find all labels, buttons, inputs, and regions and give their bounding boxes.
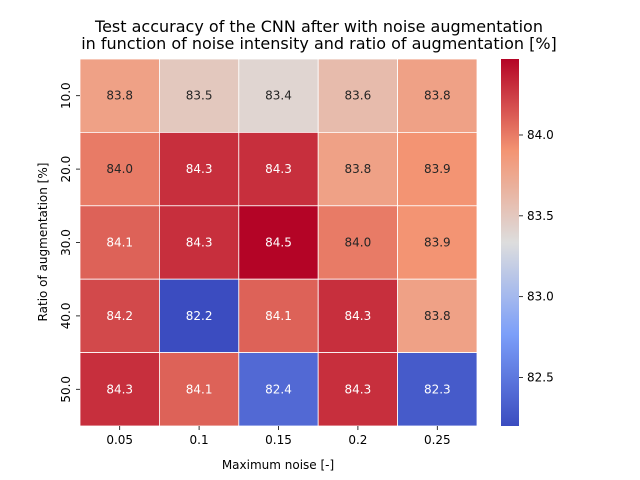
heatmap-cell — [397, 352, 478, 427]
heatmap-cell — [158, 205, 240, 280]
heatmap-cell — [79, 131, 160, 207]
cell-value-label: 84.3 — [345, 309, 372, 323]
cell-value-label: 83.8 — [106, 89, 133, 103]
heatmap-cell — [397, 58, 478, 133]
heatmap-cell — [317, 352, 399, 427]
y-tick-label: 20.0 — [59, 156, 73, 183]
cell-value-label: 84.3 — [265, 162, 292, 176]
heatmap-cell — [317, 205, 399, 280]
y-tick-label: 50.0 — [59, 376, 73, 403]
y-tick-label: 10.0 — [59, 82, 73, 109]
x-tick-label: 0.2 — [348, 433, 367, 447]
x-axis-label: Maximum noise [-] — [222, 458, 334, 472]
cell-value-label: 83.9 — [424, 162, 451, 176]
heatmap-cell — [238, 205, 319, 280]
x-tick-label: 0.15 — [265, 433, 292, 447]
chart-title-line-1: Test accuracy of the CNN after with nois… — [94, 17, 543, 36]
cell-value-label: 84.3 — [345, 382, 372, 396]
chart-title-line-2: in function of noise intensity and ratio… — [81, 34, 557, 53]
heatmap-cell — [238, 131, 319, 207]
cell-value-label: 83.8 — [345, 162, 372, 176]
x-axis-ticks: 0.05 0.1 0.15 0.2 0.25 — [106, 426, 451, 447]
y-tick-label: 40.0 — [59, 303, 73, 330]
heatmap-cell — [397, 205, 478, 280]
colorbar — [501, 59, 519, 426]
cell-value-label: 82.3 — [424, 382, 451, 396]
cell-value-label: 84.1 — [186, 382, 213, 396]
cell-value-label: 83.5 — [186, 89, 213, 103]
cell-value-label: 83.6 — [345, 89, 372, 103]
x-tick-label: 0.25 — [424, 433, 451, 447]
cell-value-label: 84.1 — [265, 309, 292, 323]
cell-value-label: 84.3 — [186, 162, 213, 176]
heatmap-cell — [397, 278, 478, 354]
cell-value-label: 83.8 — [424, 89, 451, 103]
cell-value-label: 84.5 — [265, 236, 292, 250]
heatmap-cell — [238, 278, 319, 354]
y-axis-label: Ratio of augmentation [%] — [36, 163, 50, 322]
cell-value-label: 83.9 — [424, 236, 451, 250]
heatmap-cells: 83.8 83.5 83.4 83.6 83.8 84.0 84.3 84.3 83.8 83.9… — [79, 58, 478, 427]
heatmap-cell — [158, 131, 240, 207]
x-tick-label: 0.05 — [106, 433, 133, 447]
cell-value-label: 83.8 — [424, 309, 451, 323]
heatmap-cell — [317, 278, 399, 354]
colorbar-tick-label: 82.5 — [527, 370, 554, 384]
colorbar-ticks: 82.5 83.0 83.5 84.0 — [519, 128, 554, 384]
cell-value-label: 84.3 — [106, 382, 133, 396]
colorbar-tick-label: 84.0 — [527, 128, 554, 142]
cell-value-label: 84.3 — [186, 236, 213, 250]
cell-value-label: 83.4 — [265, 89, 292, 103]
x-tick-label: 0.1 — [190, 433, 209, 447]
cell-value-label: 84.0 — [106, 162, 133, 176]
cell-value-label: 84.1 — [106, 236, 133, 250]
cell-value-label: 82.4 — [265, 382, 292, 396]
cell-value-label: 82.2 — [186, 309, 213, 323]
colorbar-tick-label: 83.0 — [527, 290, 554, 304]
heatmap-cell — [158, 352, 240, 427]
cell-value-label: 84.2 — [106, 309, 133, 323]
y-axis-ticks: 10.0 20.0 30.0 40.0 50.0 — [59, 82, 80, 403]
heatmap-cell — [317, 131, 399, 207]
colorbar-tick-label: 83.5 — [527, 209, 554, 223]
cell-value-label: 84.0 — [345, 236, 372, 250]
y-tick-label: 30.0 — [59, 229, 73, 256]
heatmap-cell — [79, 205, 160, 280]
